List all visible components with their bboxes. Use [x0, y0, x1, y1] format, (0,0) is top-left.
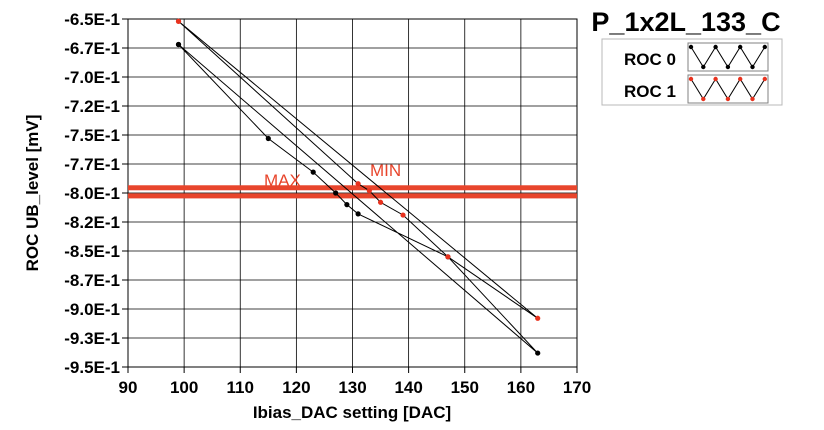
y-tick-label: -6.7E-1 — [64, 39, 120, 58]
legend-label: ROC 1 — [624, 82, 676, 101]
reference-line-max — [128, 185, 577, 191]
x-tick-label: 100 — [170, 378, 198, 397]
y-tick-label: -7.0E-1 — [64, 68, 120, 87]
x-axis-title: Ibias_DAC setting [DAC] — [253, 403, 451, 422]
y-tick-label: -8.7E-1 — [64, 271, 120, 290]
legend-swatch-marker — [762, 44, 767, 50]
y-axis: -6.5E-1 -6.7E-1 -7.0E-1 -7.2E-1 -7.5E-1 -7.7E… — [64, 10, 128, 377]
x-tick-label: 120 — [282, 378, 310, 397]
y-tick-label: -8.5E-1 — [64, 242, 120, 261]
data-point — [400, 212, 406, 218]
reference-label-min: MIN — [370, 161, 401, 180]
reference-line-min — [128, 193, 577, 199]
legend-swatch-marker — [738, 76, 743, 82]
grid — [128, 19, 577, 367]
y-tick-label: -8.2E-1 — [64, 213, 120, 232]
data-point — [355, 181, 361, 187]
legend: ROC 0 ROC 1 — [601, 38, 783, 106]
y-tick-label: -7.7E-1 — [64, 155, 120, 174]
y-tick-label: -9.0E-1 — [64, 300, 120, 319]
x-tick-label: 110 — [227, 378, 254, 397]
reference-lines: MAX MIN — [128, 161, 577, 199]
x-axis: 90 100 110 120 130 140 150 160 170 — [119, 367, 591, 397]
chart-title: P_1x2L_133_C — [591, 7, 780, 37]
series-layer — [175, 18, 541, 356]
legend-swatch-marker — [725, 96, 731, 102]
y-tick-label: -7.5E-1 — [64, 126, 120, 145]
data-point — [535, 315, 541, 321]
data-point — [377, 199, 384, 205]
legend-swatch-marker — [688, 44, 694, 50]
legend-swatch-marker — [688, 76, 694, 82]
data-point — [366, 188, 372, 194]
reference-label-max: MAX — [264, 171, 301, 190]
x-tick-label: 160 — [507, 378, 535, 397]
x-tick-label: 130 — [338, 378, 366, 397]
legend-swatch-marker — [701, 96, 706, 102]
data-point — [310, 169, 316, 175]
data-point — [344, 202, 350, 208]
y-tick-label: -9.5E-1 — [64, 358, 120, 377]
x-tick-label: 90 — [119, 378, 138, 397]
y-tick-label: -9.3E-1 — [64, 329, 120, 348]
legend-swatch-marker — [725, 64, 731, 70]
legend-swatch-marker — [750, 96, 755, 102]
x-tick-label: 150 — [451, 378, 479, 397]
y-tick-label: -8.0E-1 — [64, 184, 120, 203]
legend-label: ROC 0 — [624, 50, 676, 69]
data-point — [175, 18, 182, 24]
x-tick-label: 140 — [394, 378, 422, 397]
y-tick-label: -7.2E-1 — [64, 97, 120, 116]
y-axis-title: ROC UB_level [mV] — [23, 115, 42, 272]
data-point — [265, 135, 271, 142]
series-2 — [175, 18, 541, 321]
legend-swatch-marker — [713, 44, 718, 50]
data-point — [355, 211, 361, 217]
data-point — [333, 190, 339, 196]
data-point — [175, 41, 182, 48]
legend-swatch-marker — [738, 44, 743, 50]
data-point — [445, 254, 451, 260]
x-tick-label: 170 — [563, 378, 591, 397]
legend-swatch-marker — [750, 64, 755, 70]
data-point — [535, 350, 541, 356]
y-tick-label: -6.5E-1 — [64, 10, 120, 29]
legend-swatch-marker — [713, 76, 718, 82]
legend-swatch-marker — [762, 76, 767, 82]
legend-swatch-marker — [701, 64, 706, 70]
